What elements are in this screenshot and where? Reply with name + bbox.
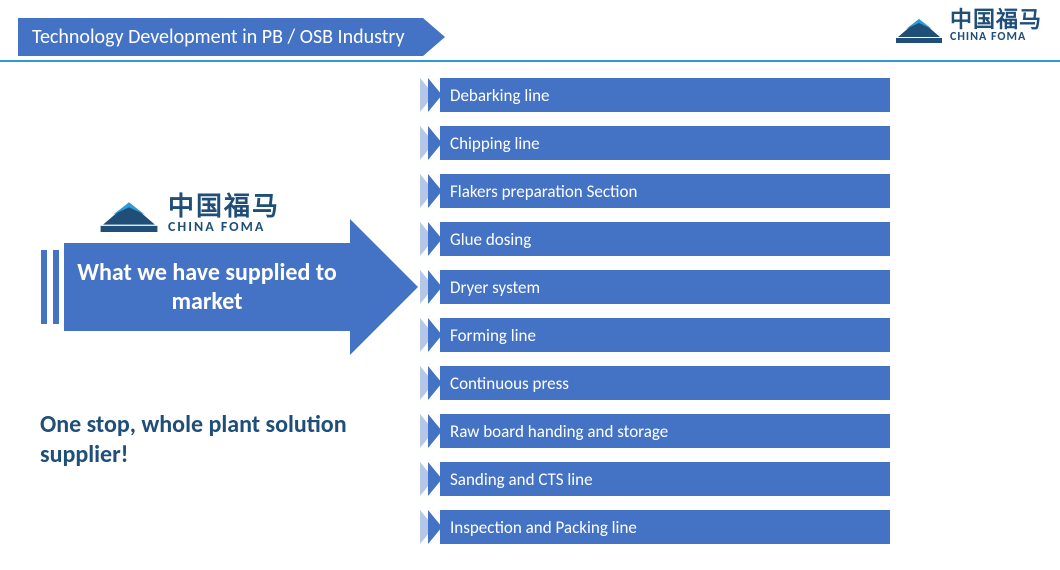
- list-item-label: Sanding and CTS line: [440, 462, 890, 496]
- arrow-handle-icon: [52, 249, 60, 325]
- logo-text-zh: 中国福马: [950, 8, 1042, 31]
- list-item-label: Debarking line: [440, 78, 890, 112]
- left-column: 中国福马 CHINA FOMA What we have supplied to…: [40, 190, 400, 331]
- list-item-label: Chipping line: [440, 126, 890, 160]
- list-item: Debarking line: [420, 78, 890, 112]
- logo-top-right: 中国福马 CHINA FOMA: [896, 8, 1042, 44]
- chevron-right-icon: [423, 18, 445, 56]
- list-item-label: Dryer system: [440, 270, 890, 304]
- list-item: Forming line: [420, 318, 890, 352]
- list-item: Continuous press: [420, 366, 890, 400]
- slide-title-ribbon: Technology Development in PB / OSB Indus…: [18, 18, 445, 56]
- list-item: Sanding and CTS line: [420, 462, 890, 496]
- list-item-label: Raw board handing and storage: [440, 414, 890, 448]
- list-item-label: Inspection and Packing line: [440, 510, 890, 544]
- header-divider: [0, 60, 1060, 62]
- logo-text-en: CHINA FOMA: [168, 220, 280, 235]
- arrow-handle-icon: [40, 249, 48, 325]
- logo-text-en: CHINA FOMA: [950, 31, 1042, 44]
- list-item: Dryer system: [420, 270, 890, 304]
- list-item-label: Continuous press: [440, 366, 890, 400]
- arrow-body-label: What we have supplied to market: [64, 243, 350, 331]
- arrow-head-icon: [350, 219, 418, 355]
- tagline-text: One stop, whole plant solution supplier!: [40, 410, 370, 470]
- list-item-label: Glue dosing: [440, 222, 890, 256]
- list-item: Inspection and Packing line: [420, 510, 890, 544]
- list-item: Flakers preparation Section: [420, 174, 890, 208]
- logo-text-zh: 中国福马: [168, 193, 280, 220]
- list-item: Glue dosing: [420, 222, 890, 256]
- list-item: Chipping line: [420, 126, 890, 160]
- supplied-arrow: What we have supplied to market: [40, 243, 420, 331]
- logo-mark-icon: [100, 190, 158, 237]
- list-item: Raw board handing and storage: [420, 414, 890, 448]
- supplied-items-list: Debarking line Chipping line Flakers pre…: [420, 78, 890, 544]
- logo-mark-icon: [896, 9, 942, 43]
- list-item-label: Flakers preparation Section: [440, 174, 890, 208]
- slide-title: Technology Development in PB / OSB Indus…: [18, 18, 423, 56]
- list-item-label: Forming line: [440, 318, 890, 352]
